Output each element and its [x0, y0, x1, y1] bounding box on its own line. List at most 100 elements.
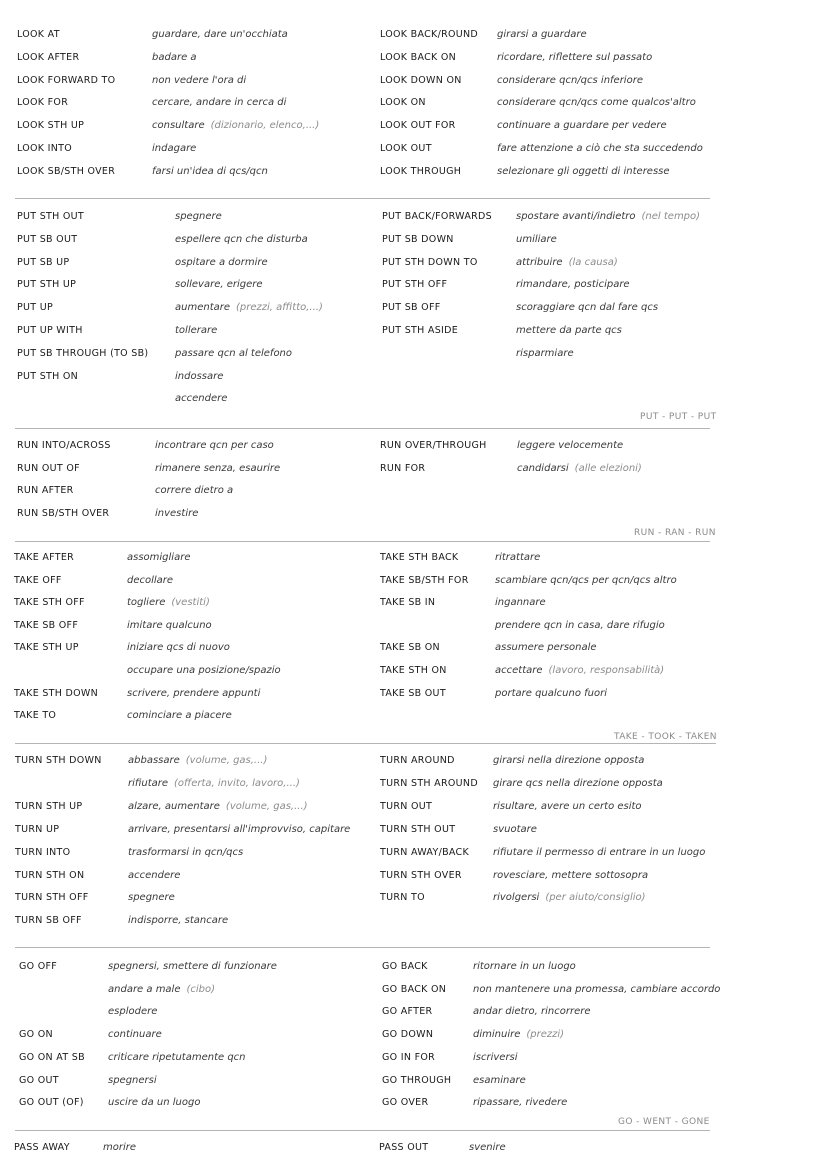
verb-meaning: selezionare gli oggetti di interesse — [497, 166, 670, 178]
meaning-text: candidarsi — [517, 462, 569, 474]
verb-meaning: svuotare — [493, 824, 537, 836]
phrasal-verb: GO OUT (OF) — [19, 1097, 84, 1109]
phrasal-verb: TAKE SB ON — [380, 642, 440, 654]
phrasal-verb: TAKE STH ON — [380, 665, 447, 676]
meaning-text: indisporre, stancare — [128, 915, 229, 927]
meaning-text: farsi un'idea di qcs/qcn — [152, 165, 268, 177]
phrasal-verb: LOOK BACK ON — [380, 51, 457, 63]
phrasal-verb: TURN INTO — [15, 846, 71, 858]
meaning-note: (lavoro, responsabilità) — [548, 665, 665, 676]
meaning-text: occupare una posizione/spazio — [127, 665, 281, 676]
phrasal-verb: LOOK BACK/ROUND — [380, 29, 479, 40]
verb-meaning: continuare a guardare per vedere — [497, 120, 667, 132]
meaning-text: iniziare qcs di nuovo — [127, 642, 230, 654]
meaning-text: esaminare — [473, 1074, 526, 1086]
meaning-text: incontrare qcn per caso — [155, 440, 274, 451]
verb-meaning: portare qualcuno fuori — [495, 688, 607, 700]
verb-meaning: correre dietro a — [155, 485, 233, 497]
meaning-text: accettare — [495, 665, 543, 676]
verb-meaning: spegnersi, smettere di funzionare — [108, 961, 277, 973]
meaning-text: espellere qcn che disturba — [175, 233, 308, 245]
phrasal-verb: PUT SB THROUGH (TO SB) — [17, 347, 149, 359]
meaning-text: portare qualcuno fuori — [495, 687, 607, 699]
verb-meaning: leggere velocemente — [517, 440, 623, 452]
verb-meaning: rovesciare, mettere sottosopra — [493, 870, 648, 882]
verb-meaning: considerare qcn/qcs come qualcos'altro — [497, 97, 696, 109]
phrasal-verb: PUT SB OUT — [17, 233, 78, 245]
meaning-note: (prezzi) — [526, 1029, 565, 1041]
verb-meaning: farsi un'idea di qcs/qcn — [152, 166, 268, 178]
phrasal-verb: LOOK OUT FOR — [380, 120, 456, 132]
meaning-text: correre dietro a — [155, 485, 234, 497]
meaning-text: aumentare — [175, 302, 231, 314]
verb-meaning: rivolgersi (per aiuto/consiglio) — [493, 892, 646, 904]
meaning-note: (per aiuto/consiglio) — [545, 892, 646, 904]
verb-meaning: cominciare a piacere — [127, 710, 232, 722]
section-divider — [15, 947, 710, 948]
meaning-text: cominciare a piacere — [127, 710, 232, 722]
phrasal-verb: TAKE STH OFF — [14, 597, 85, 609]
section-divider — [15, 428, 710, 429]
verb-meaning: candidarsi (alle elezioni) — [517, 463, 642, 475]
phrasal-verb: TAKE SB OFF — [14, 619, 79, 631]
phrasal-verb: LOOK THROUGH — [380, 165, 462, 177]
meaning-text: morire — [103, 1142, 137, 1153]
phrasal-verb: RUN AFTER — [17, 485, 74, 497]
meaning-note: (cibo) — [186, 983, 216, 995]
meaning-note: (volume, gas,...) — [225, 800, 308, 812]
verb-meaning: umiliare — [516, 234, 557, 246]
meaning-text: andar dietro, rincorrere — [473, 1006, 591, 1018]
verb-meaning: considerare qcn/qcs inferiore — [497, 75, 643, 87]
phrasal-verb: TURN STH OFF — [15, 892, 89, 904]
meaning-text: svuotare — [493, 823, 537, 835]
verb-meaning: andare a male (cibo) — [108, 984, 215, 996]
meaning-text: indossare — [175, 370, 224, 382]
phrasal-verb: LOOK STH UP — [17, 120, 85, 132]
phrasal-verb: PUT STH UP — [17, 279, 77, 291]
verb-meaning: spegnere — [175, 211, 222, 223]
phrasal-verb: RUN FOR — [380, 462, 426, 474]
verb-meaning: girarsi a guardare — [497, 29, 587, 41]
verb-meaning: esplodere — [108, 1006, 157, 1018]
phrasal-verb: TURN TO — [380, 892, 425, 904]
meaning-text: scrivere, prendere appunti — [127, 687, 261, 699]
phrasal-verb: RUN OUT OF — [17, 462, 80, 474]
phrasal-verb: TAKE STH DOWN — [14, 687, 99, 699]
verb-meaning: esaminare — [473, 1075, 526, 1087]
verb-meaning: girare qcs nella direzione opposta — [493, 778, 663, 790]
phrasal-verb: RUN SB/STH OVER — [17, 508, 110, 520]
phrasal-verb: GO THROUGH — [382, 1074, 452, 1086]
meaning-note: (dizionario, elenco,...) — [210, 120, 320, 132]
phrasal-verb: RUN OVER/THROUGH — [380, 440, 487, 451]
verb-meaning: iscriversi — [473, 1052, 518, 1064]
verb-meaning: indagare — [152, 143, 196, 155]
section-divider — [15, 743, 716, 744]
phrasal-verb: TURN SB OFF — [15, 915, 82, 927]
verb-meaning: spegnere — [128, 892, 175, 904]
meaning-note: (prezzi, affitto,...) — [236, 302, 323, 314]
phrasal-verb: LOOK OUT — [380, 143, 432, 154]
verb-meaning: risultare, avere un certo esito — [493, 801, 642, 813]
verb-meaning: accettare (lavoro, responsabilità) — [495, 665, 664, 677]
verb-meaning: accendere — [128, 870, 180, 882]
phrasal-verb: GO AFTER — [382, 1006, 433, 1018]
meaning-text: rivolgersi — [493, 892, 540, 904]
meaning-text: girare qcs nella direzione opposta — [493, 777, 663, 789]
phrasal-verb: PASS OUT — [379, 1142, 429, 1153]
meaning-text: attribuire — [516, 256, 563, 268]
meaning-note: (offerta, invito, lavoro,...) — [174, 777, 300, 789]
phrasal-verb: GO OFF — [19, 961, 58, 972]
irregular-forms-label: RUN - RAN - RUN — [634, 528, 716, 538]
meaning-text: accendere — [175, 393, 228, 405]
meaning-text: ospitare a dormire — [175, 256, 268, 268]
phrasal-verb: TURN STH DOWN — [15, 755, 102, 766]
phrasal-verb: GO IN FOR — [382, 1051, 436, 1063]
meaning-text: spostare avanti/indietro — [516, 211, 636, 222]
verb-meaning: continuare — [108, 1029, 162, 1041]
meaning-text: svenire — [469, 1142, 506, 1153]
meaning-text: passare qcn al telefono — [175, 347, 293, 359]
phrasal-verb: PUT UP WITH — [17, 325, 83, 336]
verb-meaning: fare attenzione a ciò che sta succedendo — [497, 143, 703, 155]
meaning-note: (nel tempo) — [641, 211, 701, 222]
meaning-text: uscire da un luogo — [108, 1097, 201, 1109]
